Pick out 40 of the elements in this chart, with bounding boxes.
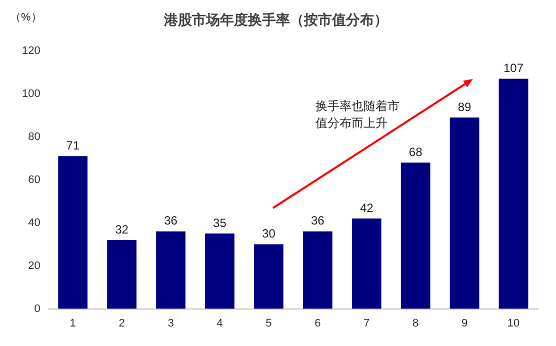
x-tick-label: 9 (461, 317, 468, 330)
y-tick-label: 80 (28, 130, 40, 143)
x-tick-label: 6 (314, 317, 321, 330)
y-tick-label: 0 (34, 302, 40, 315)
bar (254, 244, 284, 309)
data-label: 107 (504, 61, 524, 76)
bar (156, 231, 186, 309)
x-tick-label: 7 (364, 317, 370, 330)
bar (302, 231, 332, 309)
x-tick-label: 8 (412, 317, 419, 330)
x-tick-label: 5 (266, 317, 272, 330)
data-label: 89 (458, 100, 472, 114)
y-axis-title: （%） (10, 12, 42, 24)
y-tick-label: 100 (22, 88, 40, 100)
y-tick-label: 120 (22, 44, 40, 57)
data-label: 42 (360, 200, 374, 215)
bar (498, 78, 528, 309)
bar (352, 218, 382, 309)
bar (400, 162, 430, 309)
data-label: 30 (262, 226, 276, 241)
data-label: 35 (213, 216, 227, 230)
bar (107, 240, 136, 309)
x-tick-label: 4 (216, 317, 223, 330)
data-label: 71 (66, 138, 80, 152)
chart-title: 港股市场年度换手率（按市值分布） (163, 11, 388, 28)
y-tick-label: 60 (28, 174, 40, 186)
data-label: 36 (310, 214, 325, 228)
data-label: 32 (115, 222, 129, 236)
y-tick-label: 40 (28, 216, 40, 229)
bar (450, 117, 480, 309)
x-tick-label: 3 (168, 317, 174, 330)
x-tick-label: 10 (507, 317, 520, 330)
annotation: 换手率也随着市值分布而上升 (316, 99, 400, 130)
x-tick-label: 2 (118, 317, 125, 330)
x-tick-label: 1 (70, 317, 76, 330)
data-label: 36 (164, 214, 178, 228)
bar (58, 156, 88, 309)
data-label: 68 (408, 144, 423, 159)
y-tick-label: 20 (28, 260, 40, 272)
bar (205, 234, 234, 309)
